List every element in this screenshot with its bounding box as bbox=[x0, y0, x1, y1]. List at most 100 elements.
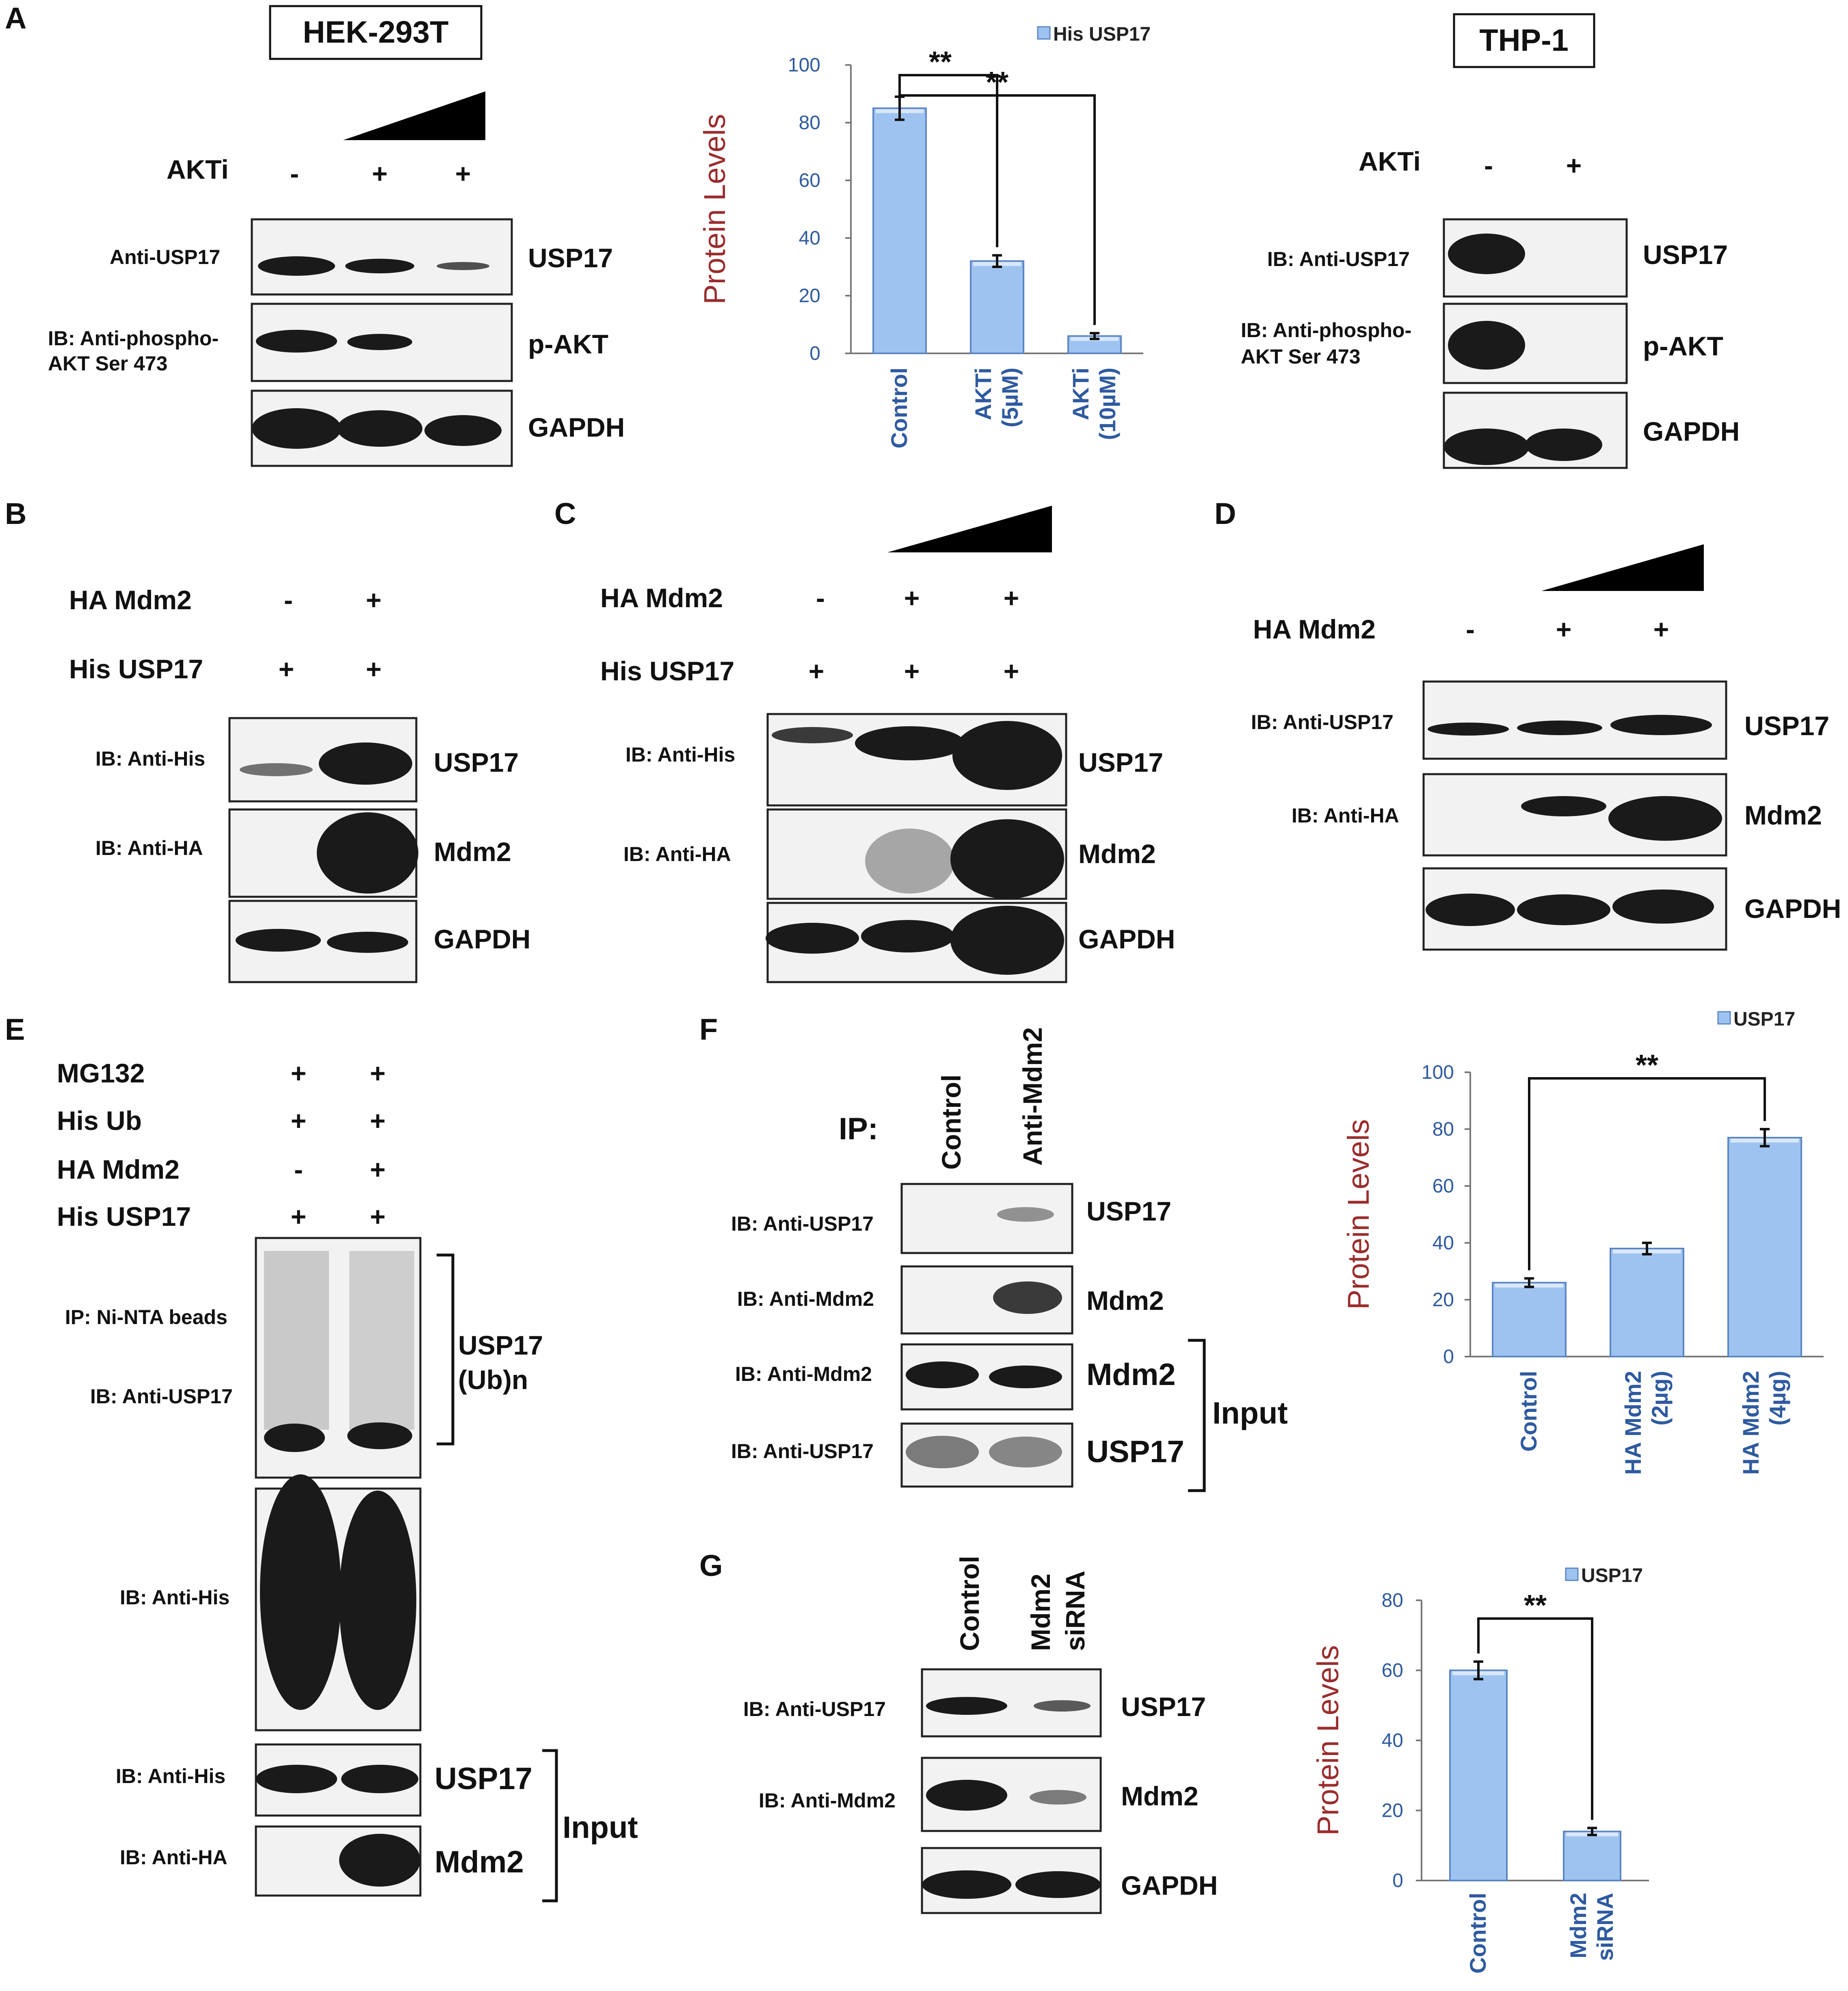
row-label: His USP17 bbox=[57, 1201, 191, 1231]
significance-label: ** bbox=[1524, 1589, 1547, 1622]
x-tick-label: (5µM) bbox=[997, 368, 1023, 427]
antibody-label: IB: Anti-USP17 bbox=[731, 1440, 874, 1463]
hek-293t-label: HEK-293T bbox=[303, 15, 449, 50]
band-label: GAPDH bbox=[1643, 416, 1740, 446]
band-label: USP17 bbox=[1744, 711, 1829, 741]
legend-swatch bbox=[1717, 1011, 1731, 1025]
x-tick-label: HA Mdm2 bbox=[1620, 1371, 1646, 1475]
row-label: HA Mdm2 bbox=[57, 1154, 180, 1184]
band-label: p-AKT bbox=[1643, 331, 1723, 361]
row-label: HA Mdm2 bbox=[600, 583, 723, 613]
antibody-label: AKT Ser 473 bbox=[48, 352, 168, 375]
y-tick-label: 100 bbox=[788, 54, 820, 76]
row-label: His Ub bbox=[57, 1106, 142, 1136]
significance-label: ** bbox=[929, 46, 952, 78]
y-tick-label: 60 bbox=[1433, 1175, 1454, 1197]
band-label: p-AKT bbox=[528, 329, 608, 359]
lane-sign: + bbox=[1004, 583, 1019, 613]
lane-sign: + bbox=[455, 158, 471, 188]
band-label: Mdm2 bbox=[434, 837, 511, 867]
significance-label: ** bbox=[986, 66, 1008, 99]
blot-c bbox=[766, 713, 1067, 983]
antibody-label: IB: Anti-phospho- bbox=[1241, 319, 1411, 342]
input-label: Input bbox=[563, 1810, 638, 1845]
antibody-label: IB: Anti-USP17 bbox=[743, 1698, 886, 1720]
legend-label: USP17 bbox=[1581, 1565, 1643, 1586]
lane-sign: - bbox=[816, 583, 825, 613]
lane-sign: - bbox=[294, 1154, 303, 1184]
hek-293t-box bbox=[269, 5, 483, 60]
y-tick-label: 40 bbox=[1382, 1730, 1403, 1751]
x-tick-label: siRNA bbox=[1592, 1893, 1618, 1961]
ip-label: IP: bbox=[839, 1112, 878, 1146]
panel-e-letter: E bbox=[5, 1013, 25, 1046]
ub-label: (Ub)n bbox=[458, 1365, 528, 1395]
x-tick-label: (4µg) bbox=[1765, 1371, 1790, 1426]
lane-sign: + bbox=[291, 1106, 307, 1136]
x-tick-label: HA Mdm2 bbox=[1738, 1371, 1764, 1475]
y-tick-label: 0 bbox=[809, 343, 820, 364]
antibody-label: IB: Anti-USP17 bbox=[1251, 711, 1394, 734]
row-label: HA Mdm2 bbox=[69, 585, 192, 615]
antibody-label: IB: Anti-Mdm2 bbox=[735, 1363, 872, 1385]
lane-sign: + bbox=[291, 1201, 307, 1231]
lane-sign: + bbox=[1556, 614, 1572, 644]
legend-label: USP17 bbox=[1733, 1008, 1795, 1030]
row-label: His USP17 bbox=[69, 654, 203, 684]
lane-sign: + bbox=[279, 654, 294, 684]
input-bracket bbox=[1188, 1339, 1206, 1492]
antibody-label: IB: Anti-HA bbox=[623, 843, 731, 866]
ip-label: IP: Ni-NTA beads bbox=[65, 1306, 227, 1329]
band-label: USP17 bbox=[1086, 1196, 1171, 1226]
antibody-label: IB: Anti-USP17 bbox=[731, 1212, 874, 1235]
band-label: USP17 bbox=[1643, 240, 1728, 270]
y-tick-label: 40 bbox=[799, 227, 820, 249]
blot-e bbox=[255, 1237, 422, 1897]
dose-wedge-c bbox=[887, 506, 1052, 552]
y-tick-label: 80 bbox=[799, 112, 820, 134]
x-tick-label: AKTi bbox=[970, 368, 996, 420]
lane-sign: - bbox=[284, 585, 293, 615]
lane-sign: + bbox=[904, 583, 920, 613]
antibody-label: IB: Anti-HA bbox=[1292, 804, 1399, 827]
y-tick-label: 80 bbox=[1433, 1119, 1454, 1140]
panel-c-letter: C bbox=[554, 497, 576, 530]
band-label: Mdm2 bbox=[1086, 1357, 1176, 1392]
row-label: MG132 bbox=[57, 1058, 145, 1088]
band-label: USP17 bbox=[528, 243, 613, 273]
akti-label-left: AKTi bbox=[167, 154, 229, 184]
bar bbox=[1727, 1137, 1802, 1357]
lane-label: Control bbox=[954, 1556, 985, 1651]
blot-f bbox=[900, 1183, 1073, 1488]
antibody-label: IB: Anti-His bbox=[95, 747, 205, 770]
y-tick-label: 60 bbox=[799, 170, 820, 191]
y-tick-label: 60 bbox=[1382, 1660, 1403, 1682]
y-tick-label: 20 bbox=[1382, 1800, 1403, 1822]
y-axis-label: Protein Levels bbox=[1311, 1645, 1345, 1836]
bar bbox=[1610, 1248, 1684, 1357]
band-label: GAPDH bbox=[1744, 894, 1841, 924]
antibody-label: IB: Anti-Mdm2 bbox=[759, 1789, 896, 1812]
lane-sign: - bbox=[290, 158, 299, 188]
x-tick-label: Mdm2 bbox=[1565, 1893, 1591, 1959]
band-label: USP17 bbox=[435, 1762, 532, 1796]
bar bbox=[970, 260, 1024, 354]
band-label: GAPDH bbox=[528, 412, 625, 442]
lane-sign: + bbox=[366, 654, 382, 684]
x-tick-label: Control bbox=[1465, 1893, 1491, 1974]
lane-sign: + bbox=[1004, 656, 1019, 686]
lane-sign: - bbox=[1484, 150, 1493, 180]
legend-swatch bbox=[1037, 26, 1051, 40]
dose-wedge-a bbox=[343, 91, 485, 140]
lane-label: Anti-Mdm2 bbox=[1017, 1027, 1047, 1166]
thp-1-label: THP-1 bbox=[1479, 23, 1569, 58]
band-label: USP17 bbox=[434, 747, 519, 777]
lane-sign: + bbox=[366, 585, 382, 615]
bar bbox=[1492, 1282, 1567, 1357]
antibody-label: IB: Anti-His bbox=[625, 743, 735, 766]
y-axis-label: Protein Levels bbox=[698, 114, 731, 305]
band-label: USP17 bbox=[1121, 1692, 1206, 1722]
band-label: USP17 bbox=[1078, 747, 1163, 777]
